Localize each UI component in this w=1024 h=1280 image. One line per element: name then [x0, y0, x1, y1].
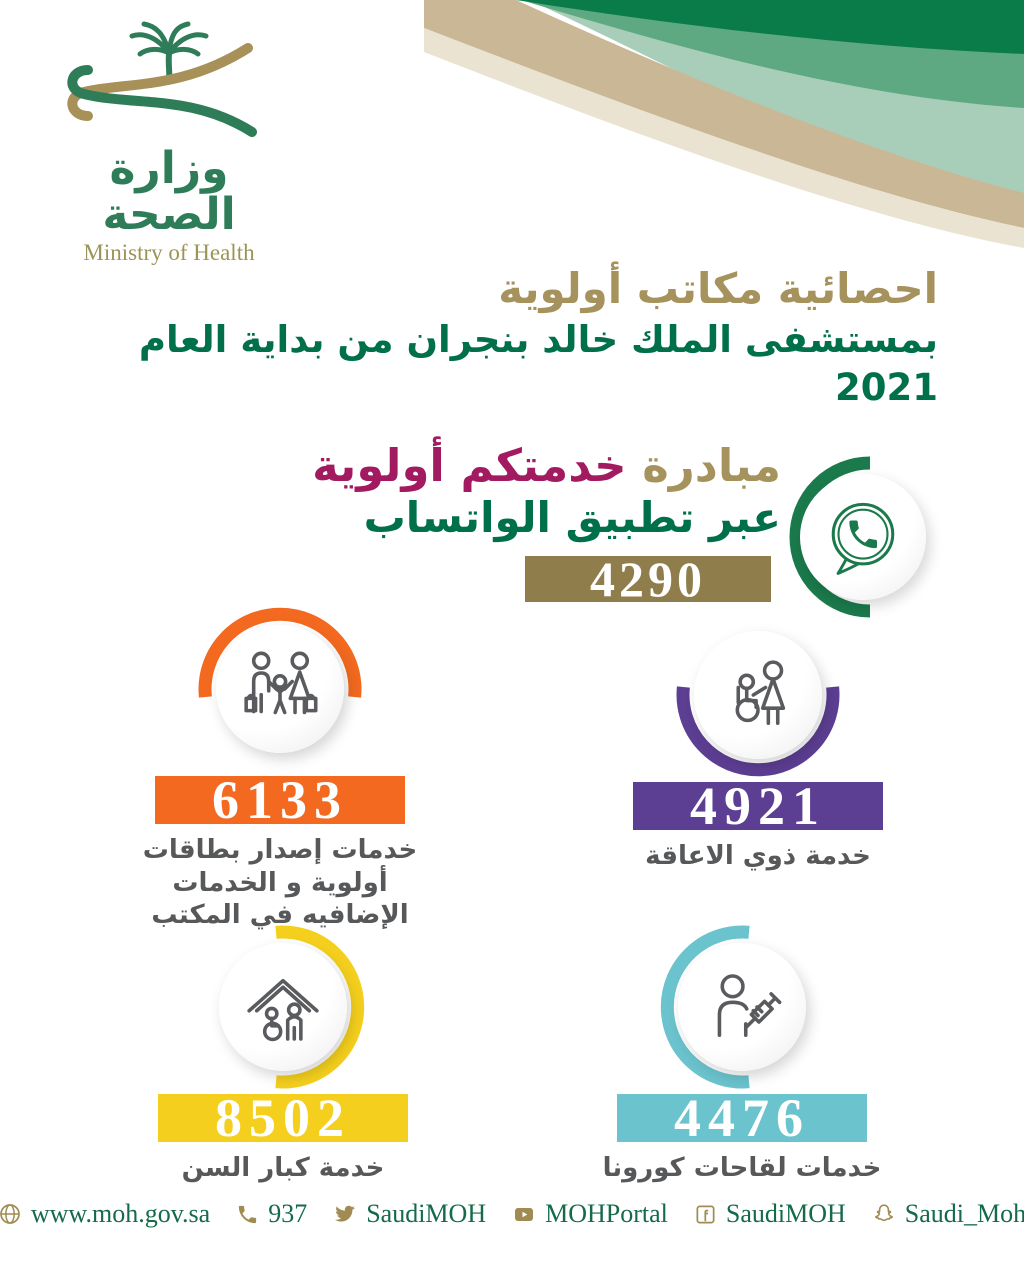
elderly-home-icon	[247, 978, 319, 1042]
footer-website[interactable]: www.moh.gov.sa	[0, 1199, 210, 1229]
footer-phone[interactable]: 937	[236, 1199, 307, 1229]
stat-priority-cards-bar: 6133	[155, 770, 405, 830]
footer-snapchat[interactable]: Saudi_Moh	[872, 1199, 1024, 1229]
whatsapp-heading-line2: عبر تطبيق الواتساب	[363, 492, 781, 542]
whatsapp-icon	[831, 502, 895, 575]
whatsapp-circle	[800, 474, 926, 600]
stat-disability-service-bar: 4921	[633, 776, 883, 836]
stat-priority-cards-label: خدمات إصدار بطاقات أولوية و الخدمات الإض…	[142, 835, 418, 930]
stat-covid-vaccine-service-bar: 4476	[617, 1088, 867, 1148]
stat-elderly-service-bar: 8502	[158, 1088, 408, 1148]
footer-snapchat-text: Saudi_Moh	[904, 1199, 1024, 1228]
footer-contact-strip: www.moh.gov.sa 937 SaudiMOH MOHPortal	[0, 1196, 1024, 1232]
whatsapp-heading-word1: مبادرة	[642, 439, 781, 492]
arc-left	[660, 925, 750, 1089]
footer-facebook-text: SaudiMOH	[725, 1199, 846, 1228]
stat-disability-service-circle	[673, 610, 843, 780]
footer-youtube-text: MOHPortal	[545, 1199, 668, 1228]
phone-icon	[239, 1205, 257, 1223]
twitter-icon	[335, 1205, 356, 1222]
stat-elderly-service-circle	[198, 922, 368, 1092]
footer-website-text: www.moh.gov.sa	[30, 1199, 211, 1228]
moh-logo-emblem-icon	[67, 21, 257, 137]
footer-facebook[interactable]: SaudiMOH	[694, 1199, 846, 1229]
stat-elderly-service-value: 8502	[215, 1088, 351, 1148]
stat-disability-service-value: 4921	[690, 776, 826, 836]
arc-right	[275, 925, 365, 1089]
footer-twitter[interactable]: SaudiMOH	[333, 1199, 486, 1229]
globe-icon	[0, 1204, 20, 1224]
moh-logo: وزارة الصحة Ministry of Health	[50, 20, 288, 266]
logo-english-wordmark: Ministry of Health	[83, 240, 255, 266]
footer-phone-text: 937	[268, 1199, 308, 1228]
family-icon	[244, 651, 318, 715]
vaccine-icon	[717, 974, 782, 1037]
arc-top	[198, 607, 362, 698]
whatsapp-heading-word2: خدمتكم أولوية	[312, 439, 627, 492]
title-line2: بمستشفى الملك خالد بنجران من بداية العام…	[138, 318, 938, 410]
stat-covid-vaccine-service-circle	[657, 922, 827, 1092]
footer-twitter-text: SaudiMOH	[366, 1199, 487, 1228]
snapchat-icon	[874, 1204, 893, 1222]
youtube-icon	[515, 1208, 534, 1221]
whatsapp-badge	[778, 452, 948, 622]
whatsapp-count-value: 4290	[590, 551, 706, 607]
whatsapp-left-arc	[789, 456, 871, 618]
logo-arabic-wordmark: وزارة الصحة	[102, 143, 236, 241]
stat-disability-service-label: خدمة ذوي الاعاقة	[645, 841, 871, 871]
wheelchair-icon	[735, 660, 786, 725]
whatsapp-count-bar: 4290	[525, 551, 771, 607]
main-title: احصائية مكاتب أولوية بمستشفى الملك خالد …	[58, 264, 938, 413]
footer-youtube[interactable]: MOHPortal	[512, 1199, 668, 1229]
whatsapp-initiative-heading: مبادرة خدمتكم أولوية عبر تطبيق الواتساب	[312, 440, 781, 542]
stat-priority-cards-circle	[195, 604, 365, 774]
whatsapp-heading-line1: مبادرة خدمتكم أولوية	[312, 440, 781, 492]
arc-bottom	[676, 686, 840, 777]
stat-covid-vaccine-service-label: خدمات لقاحات كورونا	[602, 1153, 882, 1183]
corner-swoosh-decoration	[424, 0, 1024, 248]
facebook-icon	[696, 1204, 715, 1224]
stat-elderly-service-label: خدمة كبار السن	[181, 1153, 385, 1183]
title-line1: احصائية مكاتب أولوية	[498, 264, 938, 313]
stat-priority-cards-value: 6133	[212, 770, 348, 830]
stat-covid-vaccine-service-value: 4476	[674, 1088, 810, 1148]
